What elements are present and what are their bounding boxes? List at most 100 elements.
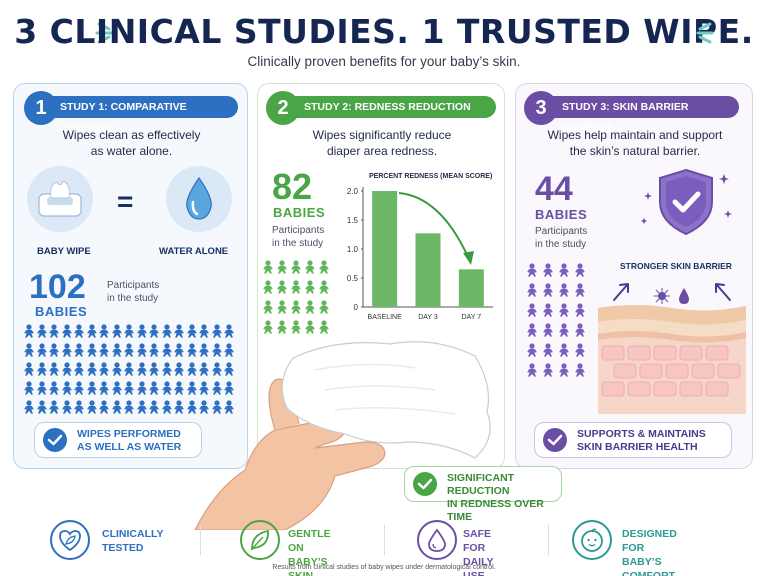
baby-figure-icon: [161, 362, 173, 376]
y-tick-label: 1.0: [347, 245, 359, 254]
baby-figure-icon: [36, 381, 48, 395]
baby-figure-icon: [61, 381, 73, 395]
baby-figure-icon: [542, 343, 554, 357]
redness-chart: PERCENT REDNESS (MEAN SCORE) 0 0.5 1.0 1.5 2…: [347, 173, 493, 321]
x-tick-label: BASELINE: [368, 314, 403, 321]
baby-figure-icon: [136, 324, 148, 338]
study-3-result: SUPPORTS & MAINTAINS SKIN BARRIER HEALTH: [534, 422, 732, 458]
baby-figure-icon: [98, 381, 110, 395]
baby-figure-icon: [48, 324, 60, 338]
baby-figure-icon: [73, 343, 85, 357]
baby-figure-icon: [526, 343, 538, 357]
study-3-count: 44: [535, 170, 573, 208]
study-2-result: SIGNIFICANT REDUCTION IN REDNESS OVER TI…: [404, 466, 562, 523]
sparkle-icon-right: [696, 22, 714, 44]
baby-figure-icon: [526, 303, 538, 317]
baby-figure-icon: [111, 400, 123, 414]
baby-figure-icon: [23, 343, 35, 357]
baby-figure-icon: [161, 324, 173, 338]
baby-figure-icon: [574, 303, 586, 317]
study-1-title: STUDY 1: COMPARATIVE CLEANING: [42, 96, 238, 135]
baby-figure-icon: [36, 324, 48, 338]
water-alone-label: WATER ALONE: [159, 246, 229, 257]
baby-figure-icon: [574, 343, 586, 357]
baby-figure-icon: [48, 381, 60, 395]
check-icon: [43, 428, 67, 452]
baby-figure-icon: [262, 300, 274, 314]
baby-figure-icon: [86, 381, 98, 395]
study-3-card: STUDY 3: SKIN BARRIER SUPPORT 3 Wipes he…: [515, 83, 753, 469]
baby-figure-icon: [123, 324, 135, 338]
page-title: 3 CLINICAL STUDIES. 1 TRUSTED WIPE.: [14, 12, 754, 51]
bar-baseline: [372, 191, 398, 307]
x-tick-label: DAY 3: [418, 314, 438, 321]
baby-figure-icon: [574, 363, 586, 377]
baby-figure-icon: [98, 400, 110, 414]
baby-figure-icon: [542, 263, 554, 277]
baby-figure-icon: [558, 323, 570, 337]
study-3-participants: Participants in the study: [535, 226, 588, 250]
baby-figure-icon: [262, 280, 274, 294]
baby-figure-icon: [23, 381, 35, 395]
chart-axes: 0 0.5 1.0 1.5 2.0: [347, 187, 493, 312]
footer-divider: [384, 525, 385, 555]
baby-figure-icon: [61, 343, 73, 357]
baby-figure-icon: [304, 280, 316, 294]
heart-leaf-icon: [50, 520, 90, 560]
bar-day-7: [458, 269, 484, 307]
baby-figure-icon: [526, 263, 538, 277]
baby-figure-icon: [276, 280, 288, 294]
baby-figure-icon: [23, 362, 35, 376]
baby-figure-icon: [73, 381, 85, 395]
baby-figure-icon: [574, 283, 586, 297]
study-3-babies-label: BABIES: [535, 207, 588, 222]
baby-figure-icon: [111, 343, 123, 357]
baby-figure-icon: [318, 300, 330, 314]
baby-figure-icon: [558, 343, 570, 357]
footnote: Results from clinical studies of baby wi…: [272, 564, 496, 571]
trend-arrow-head: [463, 251, 474, 265]
baby-figure-icon: [574, 323, 586, 337]
baby-figure-icon: [136, 381, 148, 395]
baby-figure-icon: [574, 263, 586, 277]
baby-figure-icon: [161, 343, 173, 357]
chart-title: PERCENT REDNESS (MEAN SCORE): [369, 173, 492, 180]
baby-figure-icon: [123, 362, 135, 376]
study-2-description: Wipes significantly reduce diaper area r…: [312, 128, 452, 158]
bar-day-3: [415, 233, 441, 307]
check-icon: [413, 472, 437, 496]
baby-figure-icon: [98, 324, 110, 338]
y-tick-label: 0.5: [347, 274, 359, 283]
baby-figure-icon: [262, 260, 274, 274]
baby-figure-icon: [558, 363, 570, 377]
footer-divider: [548, 525, 549, 555]
baby-figure-icon: [73, 362, 85, 376]
baby-figure-icon: [98, 343, 110, 357]
study-2-title: STUDY 2: REDNESS REDUCTION: [286, 96, 496, 118]
study-3-description: Wipes help maintain and support the skin…: [547, 128, 723, 158]
baby-figure-icon: [290, 260, 302, 274]
baby-wipe-label: BABY WIPE: [37, 246, 91, 257]
baby-figure-icon: [111, 324, 123, 338]
baby-figure-icon: [526, 363, 538, 377]
water-drop-icon: [166, 166, 232, 232]
baby-wipe-icon: [27, 166, 93, 232]
baby-figure-icon: [526, 283, 538, 297]
baby-figure-icon: [290, 300, 302, 314]
baby-figure-icon: [48, 343, 60, 357]
baby-figure-icon: [111, 381, 123, 395]
check-icon: [543, 428, 567, 452]
baby-figure-icon: [304, 300, 316, 314]
study-1-number: 1: [24, 91, 58, 125]
baby-figure-icon: [98, 362, 110, 376]
study-2-babies-label: BABIES: [273, 205, 326, 220]
baby-figure-icon: [123, 400, 135, 414]
study-3-title: STUDY 3: SKIN BARRIER SUPPORT: [544, 96, 739, 135]
baby-face-icon: [572, 520, 612, 560]
baby-figure-icon: [36, 343, 48, 357]
baby-figure-icon: [23, 400, 35, 414]
baby-figure-icon: [36, 400, 48, 414]
baby-figure-icon: [161, 381, 173, 395]
baby-figure-icon: [558, 303, 570, 317]
baby-figure-icon: [61, 362, 73, 376]
